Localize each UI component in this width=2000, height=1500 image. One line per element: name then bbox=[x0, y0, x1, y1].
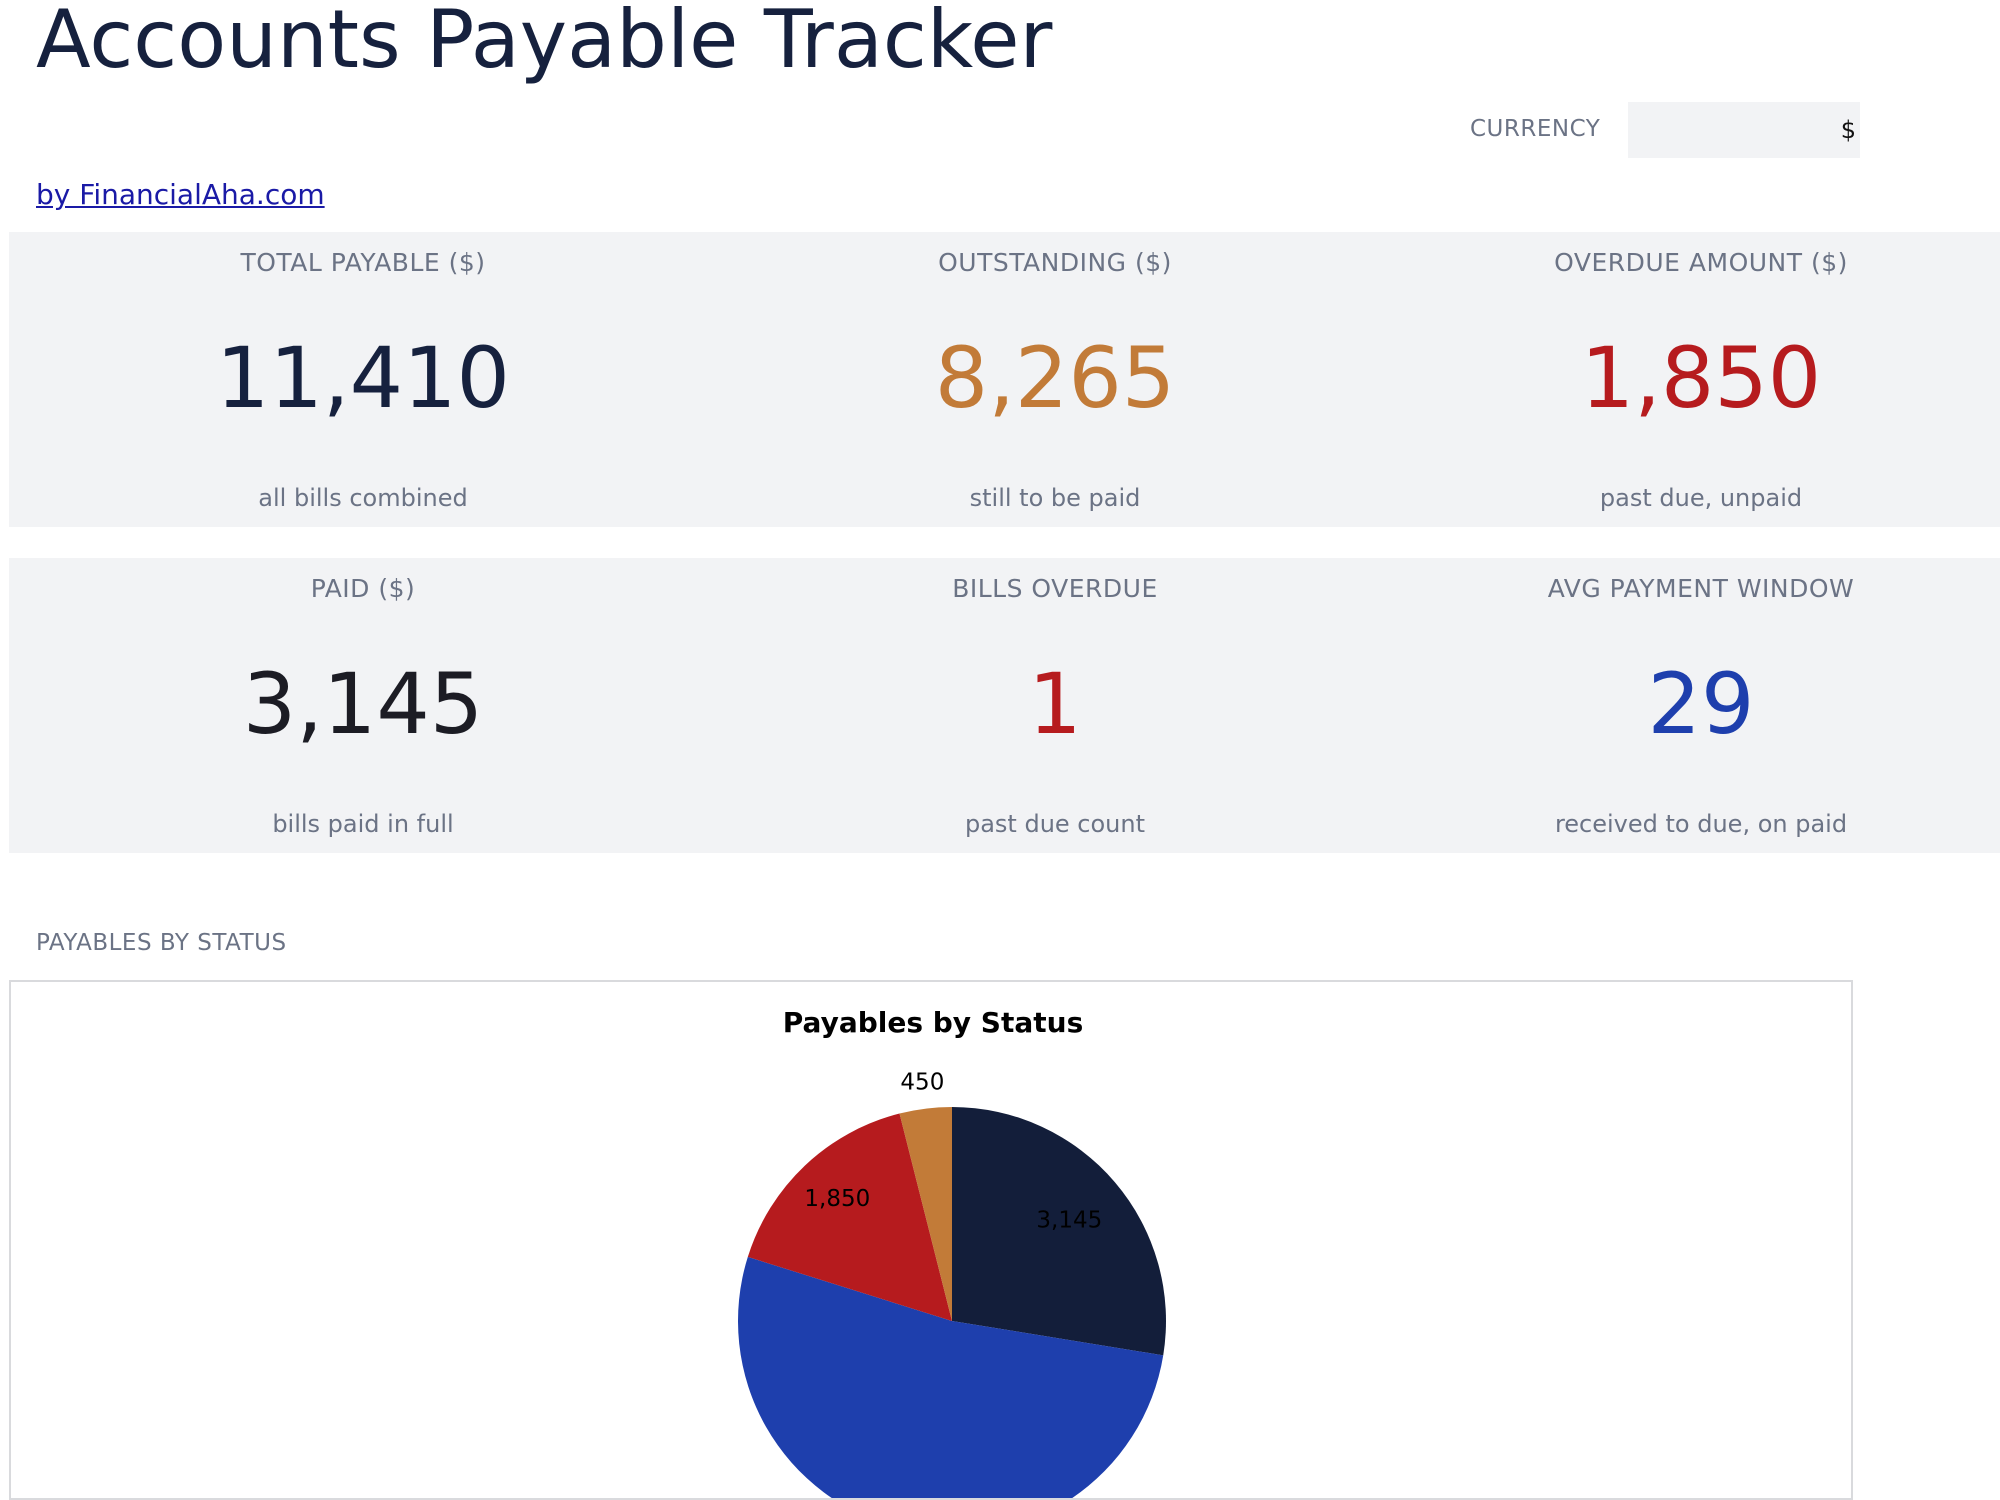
kpi-avg-payment-window: AVG PAYMENT WINDOW 29 received to due, o… bbox=[1401, 558, 2000, 853]
kpi-subtext: bills paid in full bbox=[272, 810, 454, 838]
kpi-value: 8,265 bbox=[934, 329, 1176, 427]
pie-chart-svg: Payables by Status 3,145 1,850 450 bbox=[738, 1006, 1166, 1498]
financialaha-link[interactable]: by FinancialAha.com bbox=[36, 178, 325, 211]
pie-slice-label: 1,850 bbox=[804, 1186, 870, 1212]
section-heading-payables-by-status: PAYABLES BY STATUS bbox=[36, 930, 287, 956]
pie-labels: 3,145 1,850 450 bbox=[804, 1070, 1102, 1234]
kpi-subtext: still to be paid bbox=[969, 484, 1141, 512]
kpi-label: TOTAL PAYABLE ($) bbox=[240, 248, 486, 277]
kpi-label: OVERDUE AMOUNT ($) bbox=[1554, 248, 1848, 277]
kpi-paid: PAID ($) 3,145 bills paid in full bbox=[63, 558, 663, 853]
pie-slice bbox=[738, 1256, 1164, 1498]
page-title: Accounts Payable Tracker bbox=[36, 0, 1053, 86]
kpi-value: 1 bbox=[1028, 655, 1082, 753]
kpi-value: 1,850 bbox=[1580, 329, 1822, 427]
kpi-outstanding: OUTSTANDING ($) 8,265 still to be paid bbox=[755, 232, 1355, 527]
kpi-total-payable: TOTAL PAYABLE ($) 11,410 all bills combi… bbox=[63, 232, 663, 527]
kpi-overdue-amount: OVERDUE AMOUNT ($) 1,850 past due, unpai… bbox=[1401, 232, 2000, 527]
kpi-label: OUTSTANDING ($) bbox=[938, 248, 1172, 277]
payables-pie-chart: Payables by Status 3,145 1,850 450 bbox=[9, 980, 1853, 1500]
kpi-label: BILLS OVERDUE bbox=[952, 574, 1158, 603]
kpi-row-amounts: TOTAL PAYABLE ($) 11,410 all bills combi… bbox=[9, 232, 2000, 527]
kpi-subtext: received to due, on paid bbox=[1554, 810, 1848, 838]
currency-input[interactable]: $ bbox=[1628, 102, 1860, 158]
pie-slice bbox=[952, 1107, 1166, 1356]
kpi-subtext: past due count bbox=[964, 810, 1146, 838]
kpi-subtext: past due, unpaid bbox=[1599, 484, 1803, 512]
kpi-value: 3,145 bbox=[242, 655, 484, 753]
pie-slice bbox=[747, 1113, 952, 1321]
kpi-label: AVG PAYMENT WINDOW bbox=[1547, 574, 1855, 603]
pie-slice-label: 450 bbox=[900, 1070, 944, 1096]
currency-label: CURRENCY bbox=[1470, 116, 1601, 142]
pie-slice bbox=[899, 1107, 952, 1321]
kpi-value: 11,410 bbox=[216, 329, 510, 427]
chart-title: Payables by Status bbox=[783, 1006, 1083, 1039]
kpi-value: 29 bbox=[1647, 655, 1755, 753]
kpi-row-counts: PAID ($) 3,145 bills paid in full BILLS … bbox=[9, 558, 2000, 853]
kpi-label: PAID ($) bbox=[310, 574, 416, 603]
pie-slice-label: 3,145 bbox=[1036, 1208, 1102, 1234]
kpi-subtext: all bills combined bbox=[258, 484, 468, 512]
kpi-bills-overdue: BILLS OVERDUE 1 past due count bbox=[755, 558, 1355, 853]
pie-slices bbox=[738, 1107, 1166, 1498]
